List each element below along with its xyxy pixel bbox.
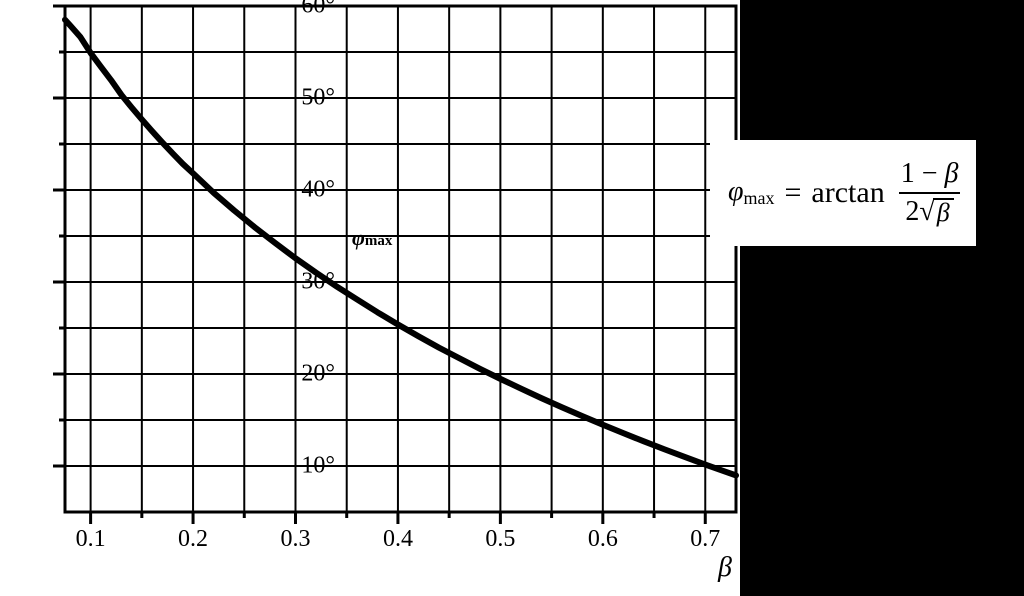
chart-svg bbox=[0, 0, 740, 596]
x-axis-label: β bbox=[718, 552, 732, 584]
formula-fn: arctan bbox=[811, 176, 884, 210]
ytick-label: 10° bbox=[301, 453, 335, 480]
chart-area bbox=[0, 0, 740, 596]
xtick-label: 0.5 bbox=[485, 526, 515, 553]
xtick-label: 0.2 bbox=[178, 526, 208, 553]
xtick-label: 0.7 bbox=[690, 526, 720, 553]
xtick-label: 0.3 bbox=[280, 526, 310, 553]
equals-sign: = bbox=[785, 176, 802, 210]
sqrt: √β bbox=[919, 198, 953, 226]
xtick-label: 0.4 bbox=[383, 526, 413, 553]
curve-annotation: φmax bbox=[352, 225, 392, 251]
formula-lhs: φmax bbox=[728, 176, 775, 209]
xtick-label: 0.1 bbox=[76, 526, 106, 553]
ytick-label: 60° bbox=[301, 0, 335, 20]
ytick-label: 30° bbox=[301, 269, 335, 296]
fraction-denominator: 2 √β bbox=[899, 192, 959, 228]
ytick-label: 40° bbox=[301, 177, 335, 204]
ytick-label: 20° bbox=[301, 361, 335, 388]
formula: φmax = arctan 1 − β 2 √β bbox=[710, 140, 976, 246]
sidebar-blackbox bbox=[740, 0, 1024, 596]
ytick-label: 50° bbox=[301, 85, 335, 112]
formula-fraction: 1 − β 2 √β bbox=[895, 158, 965, 228]
fraction-numerator: 1 − β bbox=[895, 158, 965, 192]
xtick-label: 0.6 bbox=[588, 526, 618, 553]
